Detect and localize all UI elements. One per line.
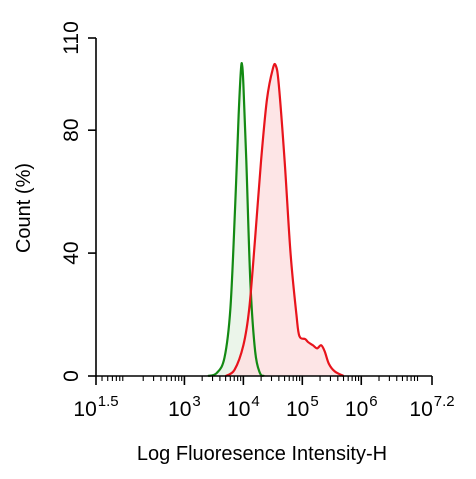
x-tick-base: 10 — [409, 398, 432, 421]
x-tick-label: 106 — [345, 393, 378, 421]
y-tick-label: 0 — [60, 370, 83, 382]
series-0-line — [207, 62, 265, 378]
y-tick-label: 40 — [60, 241, 83, 264]
x-tick-base: 10 — [227, 398, 250, 421]
x-tick-exponent: 5 — [310, 393, 318, 410]
x-axis-label: Log Fluoresence Intensity-H — [137, 443, 387, 465]
x-tick-label: 103 — [168, 393, 201, 421]
x-tick-label: 105 — [286, 393, 319, 421]
x-tick-exponent: 4 — [251, 393, 259, 410]
series-1-line — [225, 62, 345, 377]
x-tick-label: 104 — [227, 393, 260, 421]
x-tick-base: 10 — [345, 398, 368, 421]
x-tick-exponent: 1.5 — [98, 393, 119, 410]
y-tick-label: 80 — [60, 119, 83, 142]
x-tick-label: 101.5 — [73, 393, 118, 421]
x-tick-exponent: 7.2 — [434, 393, 455, 410]
x-tick-base: 10 — [286, 398, 309, 421]
x-tick-base: 10 — [73, 398, 96, 421]
x-tick-label: 107.2 — [409, 393, 454, 421]
y-tick-label: 110 — [60, 21, 83, 54]
plot-area — [207, 62, 345, 378]
x-tick-base: 10 — [168, 398, 191, 421]
y-axis-label: Count (%) — [13, 163, 35, 253]
x-tick-exponent: 6 — [369, 393, 377, 410]
series-1-fill — [225, 64, 344, 376]
x-tick-exponent: 3 — [192, 393, 200, 410]
